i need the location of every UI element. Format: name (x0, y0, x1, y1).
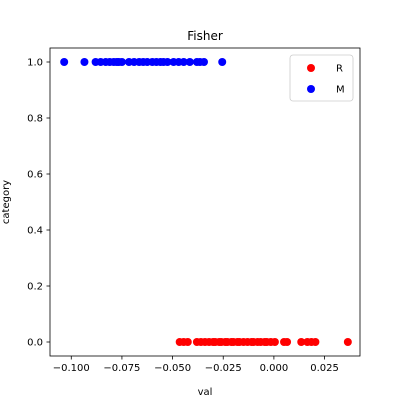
chart-title: Fisher (187, 29, 223, 43)
legend-label-m: M (336, 85, 345, 96)
legend-marker-m (307, 85, 315, 93)
point-r-28 (283, 338, 292, 346)
legend-frame (289, 54, 354, 102)
point-r-33 (343, 338, 352, 346)
y-tick-label: 0.8 (27, 114, 43, 125)
x-axis: −0.100 −0.075 −0.050 −0.025 0.000 0.025 (53, 356, 339, 374)
y-tick-label: 0.2 (27, 282, 43, 293)
point-r-29 (297, 338, 306, 346)
y-tick-label: 1.0 (27, 58, 43, 69)
x-axis-label: val (198, 387, 213, 398)
point-m-9 (117, 58, 126, 66)
plot-area-frame (49, 47, 361, 357)
point-m-27 (218, 58, 227, 66)
x-tick-label: −0.050 (154, 363, 191, 374)
point-r-26 (270, 338, 279, 346)
x-tick-label: 0.000 (260, 363, 289, 374)
x-tick-label: 0.025 (310, 363, 339, 374)
y-axis: 0.0 0.2 0.4 0.6 0.8 1.0 (27, 58, 50, 349)
legend: RM (289, 54, 354, 102)
point-m-19 (163, 58, 172, 66)
legend-label-r: R (336, 64, 343, 75)
data-points (60, 58, 352, 346)
y-tick-label: 0.6 (27, 170, 43, 181)
legend-marker-r (307, 64, 315, 72)
x-tick-label: −0.025 (205, 363, 242, 374)
y-tick-label: 0.4 (27, 226, 43, 237)
y-axis-label: category (1, 180, 12, 224)
x-tick-label: −0.075 (103, 363, 140, 374)
point-m-26 (199, 58, 208, 66)
point-m-23 (185, 58, 194, 66)
point-m-0 (60, 58, 69, 66)
x-tick-label: −0.100 (53, 363, 90, 374)
point-m-22 (179, 58, 188, 66)
y-tick-label: 0.0 (27, 338, 43, 349)
point-m-1 (80, 58, 89, 66)
point-r-2 (183, 338, 192, 346)
point-r-32 (311, 338, 320, 346)
